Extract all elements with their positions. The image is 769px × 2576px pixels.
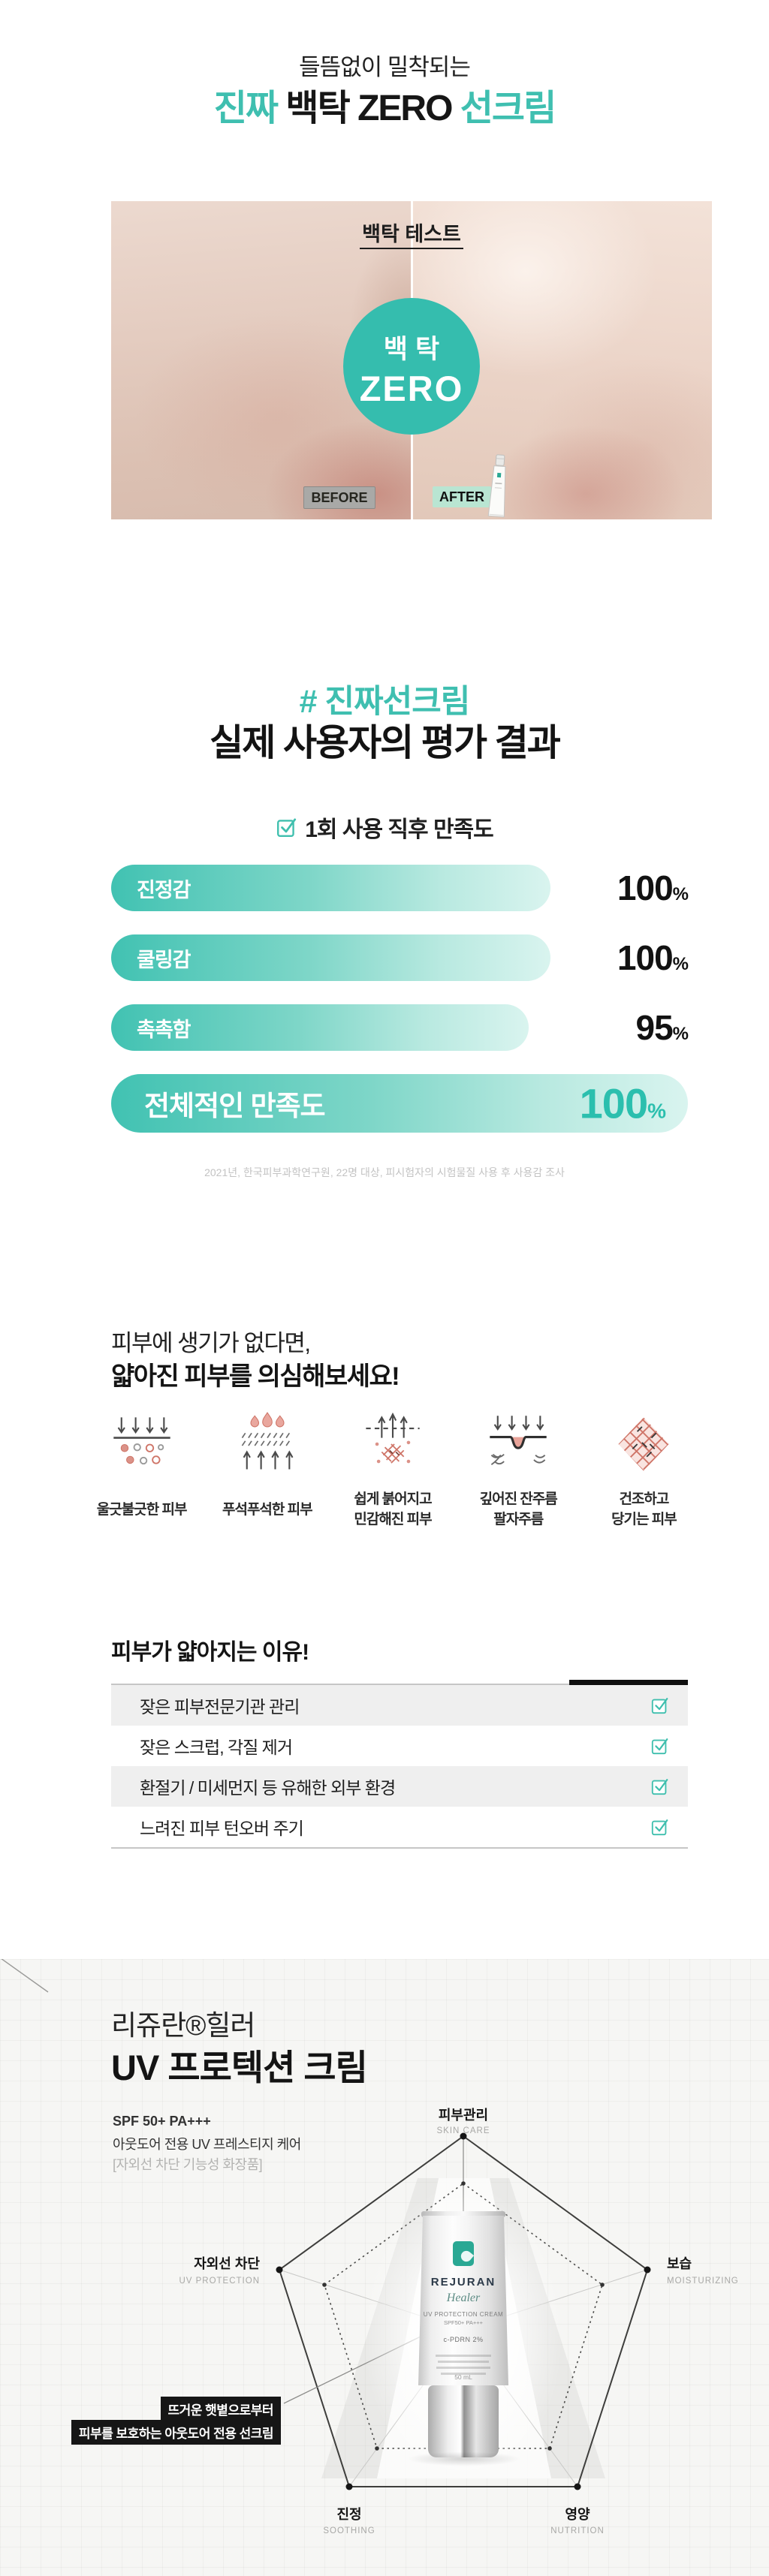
tube-shadow (406, 2451, 523, 2466)
symptom-label: 건조하고 당기는 피부 (611, 1491, 677, 1527)
bar-row-total: 전체적인 만족도 100% (111, 1074, 688, 1133)
symptom-item: 쉽게 붉어지고 민감해진 피부 (330, 1411, 455, 1533)
tube-line1: UV PROTECTION CREAM (423, 2311, 504, 2318)
radar-label-uv-protection-en: UV PROTECTION (179, 2277, 260, 2286)
radar-label-soothing-en: SOOTHING (323, 2526, 375, 2535)
bar: 촉촉함 (111, 1004, 529, 1051)
product-brand: 리쥬란®힐러 (111, 2010, 255, 2041)
symptom-item: 깊어진 잔주름 팔자주름 (456, 1411, 581, 1533)
dull-skin-icon (204, 1411, 330, 1480)
table-bottom-border (111, 1847, 688, 1849)
radar-label-nutrition-en: NUTRITION (550, 2526, 605, 2535)
header-subtitle: 들뜸없이 밀착되는 (299, 54, 471, 80)
satisfaction-bar-chart: 진정감 100% 쿨링감 100% 촉촉함 95% 전체적인 만족도 100% (111, 865, 689, 1133)
mini-tube-icon (487, 454, 506, 518)
circle-line1: 백탁 (383, 335, 448, 364)
product-functional-note: [자외선 차단 기능성 화장품] (113, 2157, 263, 2172)
reason-text: 느려진 피부 턴오버 주기 (140, 1819, 304, 1838)
header-title-lead: 진짜 (213, 89, 279, 128)
product-name: UV 프로텍션 크림 (111, 2048, 368, 2087)
bar-value: 100% (617, 868, 689, 907)
reason-text: 잦은 스크럽, 각질 제거 (140, 1738, 293, 1757)
symptom-label: 푸석푸석한 피부 (222, 1501, 313, 1518)
before-label: BEFORE (303, 486, 375, 509)
tube-size: 50 mL (454, 2373, 472, 2381)
table-row: 환절기 / 미세먼지 등 유해한 외부 환경 (111, 1766, 688, 1807)
survey-title: 실제 사용자의 평가 결과 (210, 723, 561, 763)
tube-crimp (421, 2211, 505, 2217)
product-intro-section: 리쥬란®힐러 UV 프로텍션 크림 SPF 50+ PA+++ 아웃도어 전용 … (0, 1959, 769, 2576)
reason-text: 환절기 / 미세먼지 등 유해한 외부 환경 (140, 1778, 396, 1798)
radar-label-moisturizing-en: MOISTURIZING (667, 2277, 739, 2286)
caption-line1: 뜨거운 햇볕으로부터 (160, 2397, 281, 2421)
bar-row-soothing: 진정감 100% (111, 865, 689, 911)
table-row: 느려진 피부 턴오버 주기 (111, 1807, 688, 1847)
survey-disclaimer: 2021년, 한국피부과학연구원, 22명 대상, 피시험자의 시험물질 사용 … (204, 1166, 565, 1178)
radar-label-moisturizing: 보습 (667, 2256, 692, 2271)
rejuran-logo-icon (453, 2241, 474, 2266)
tube-script-text: Healer (446, 2292, 481, 2304)
checkbox-icon (277, 818, 297, 837)
tube-brand-text: REJURAN (430, 2276, 496, 2289)
symptom-item: 울긋불긋한 피부 (79, 1411, 204, 1533)
header-title: 진짜 백탁 ZERO 선크림 (0, 78, 769, 131)
symptom-label: 쉽게 붉어지고 민감해진 피부 (354, 1491, 432, 1527)
bar-row-cooling: 쿨링감 100% (111, 934, 689, 981)
whitecast-test-badge: 백탁 테스트 (111, 218, 712, 249)
survey-subtitle: 1회 사용 직후 만족도 (305, 817, 493, 842)
wrinkle-skin-icon (456, 1411, 581, 1480)
radar-label-nutrition: 영양 (565, 2507, 590, 2522)
bar-row-moisture: 촉촉함 95% (111, 1004, 689, 1051)
table-top-border (111, 1680, 688, 1685)
corner-accent-line (1, 1959, 49, 1993)
symptom-item: 푸석푸석한 피부 (204, 1411, 330, 1533)
dry-skin-icon (581, 1411, 707, 1480)
skin-symptom-icons-row: 울긋불긋한 피부 (79, 1411, 707, 1533)
survey-subtitle-row: 1회 사용 직후 만족도 (0, 811, 769, 844)
table-row: 잦은 스크럽, 각질 제거 (111, 1726, 688, 1766)
checkbox-icon (651, 1738, 668, 1755)
bar-value: 95% (635, 1008, 689, 1047)
product-spf: SPF 50+ PA+++ (113, 2114, 211, 2129)
symptom-item: 건조하고 당기는 피부 (581, 1411, 707, 1533)
reason-text: 잦은 피부전문기관 관리 (140, 1697, 300, 1717)
product-tube-image: REJURAN Healer UV PROTECTION CREAM SPF50… (366, 2188, 561, 2481)
reasons-table: 잦은 피부전문기관 관리 잦은 스크럽, 각질 제거 환절기 / 미세먼지 등 … (111, 1680, 688, 1849)
total-bar-value: 100% (579, 1079, 666, 1127)
bar: 진정감 (111, 865, 550, 911)
symptom-label: 깊어진 잔주름 팔자주름 (479, 1491, 558, 1527)
checkbox-icon (651, 1698, 668, 1714)
after-label: AFTER (433, 486, 491, 507)
radar-label-skin-care-en: SKIN CARE (437, 2126, 490, 2135)
radar-label-soothing: 진정 (336, 2507, 361, 2522)
thin-skin-heading-line1: 피부에 생기가 없다면, (111, 1330, 311, 1356)
header-title-mid: 백탁 ZERO (277, 89, 460, 128)
radar-label-skin-care: 피부관리 (439, 2108, 488, 2123)
whitecast-zero-circle: 백탁 ZERO (343, 298, 480, 435)
caption-line2: 피부를 보호하는 아웃도어 전용 선크림 (71, 2420, 281, 2445)
redness-skin-icon (79, 1411, 204, 1480)
circle-line2: ZERO (359, 369, 464, 408)
bar: 쿨링감 (111, 934, 550, 981)
tube-line2: SPF50+ PA+++ (444, 2319, 483, 2326)
thin-skin-heading-line2: 얇아진 피부를 의심해보세요! (111, 1362, 400, 1391)
radar-label-uv-protection: 자외선 차단 (194, 2256, 260, 2271)
checkbox-icon (651, 1819, 668, 1836)
table-row: 잦은 피부전문기관 관리 (111, 1685, 688, 1726)
before-after-photo: 백탁 테스트 백탁 ZERO BEFORE AFTER (111, 201, 712, 519)
symptom-label: 울긋불긋한 피부 (96, 1501, 188, 1518)
survey-hashtag: # 진짜선크림 (299, 684, 471, 720)
tube-cap (428, 2385, 499, 2457)
reasons-title: 피부가 얇아지는 이유! (111, 1640, 309, 1665)
tube-line3: c-PDRN 2% (443, 2336, 484, 2343)
sensitive-skin-icon (330, 1411, 455, 1480)
tube-fine-print (433, 2351, 493, 2375)
product-description: 아웃도어 전용 UV 프레스티지 케어 (113, 2137, 301, 2152)
checkbox-icon (651, 1779, 668, 1795)
bar-value: 100% (617, 938, 689, 977)
header-title-tail: 선크림 (460, 89, 556, 128)
